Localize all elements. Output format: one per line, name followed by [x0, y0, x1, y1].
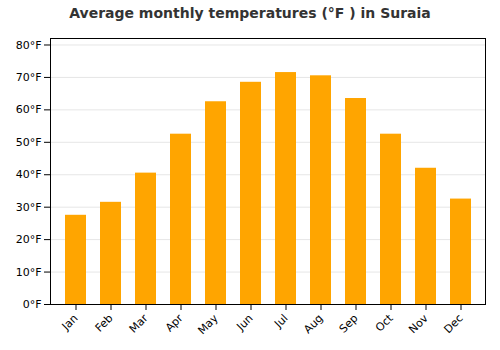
svg-text:10°F: 10°F	[16, 266, 42, 279]
html-text:Average monthly temperatures (: Average monthly temperatures (°F ) in Su…	[69, 5, 431, 21]
svg-text:Aug: Aug	[301, 312, 325, 336]
svg-text:May: May	[195, 311, 221, 337]
svg-text:0°F: 0°F	[23, 298, 42, 311]
svg-text:Feb: Feb	[93, 312, 116, 335]
svg-text:30°F: 30°F	[16, 201, 42, 214]
svg-text:Mar: Mar	[127, 311, 151, 335]
svg-text:20°F: 20°F	[16, 233, 42, 246]
svg-text:Nov: Nov	[406, 311, 431, 336]
svg-text:Jan: Jan	[59, 312, 81, 334]
svg-text:Dec: Dec	[441, 312, 465, 336]
svg-text:Oct: Oct	[373, 311, 396, 334]
svg-text:Apr: Apr	[163, 311, 186, 334]
svg-text:Jul: Jul	[271, 312, 290, 331]
svg-text:40°F: 40°F	[16, 168, 42, 181]
svg-text:50°F: 50°F	[16, 136, 42, 149]
svg-text:60°F: 60°F	[16, 103, 42, 116]
svg-text:70°F: 70°F	[16, 71, 42, 84]
svg-text:80°F: 80°F	[16, 39, 42, 52]
svg-text:Jun: Jun	[234, 312, 256, 334]
svg-text:Sep: Sep	[337, 312, 361, 336]
